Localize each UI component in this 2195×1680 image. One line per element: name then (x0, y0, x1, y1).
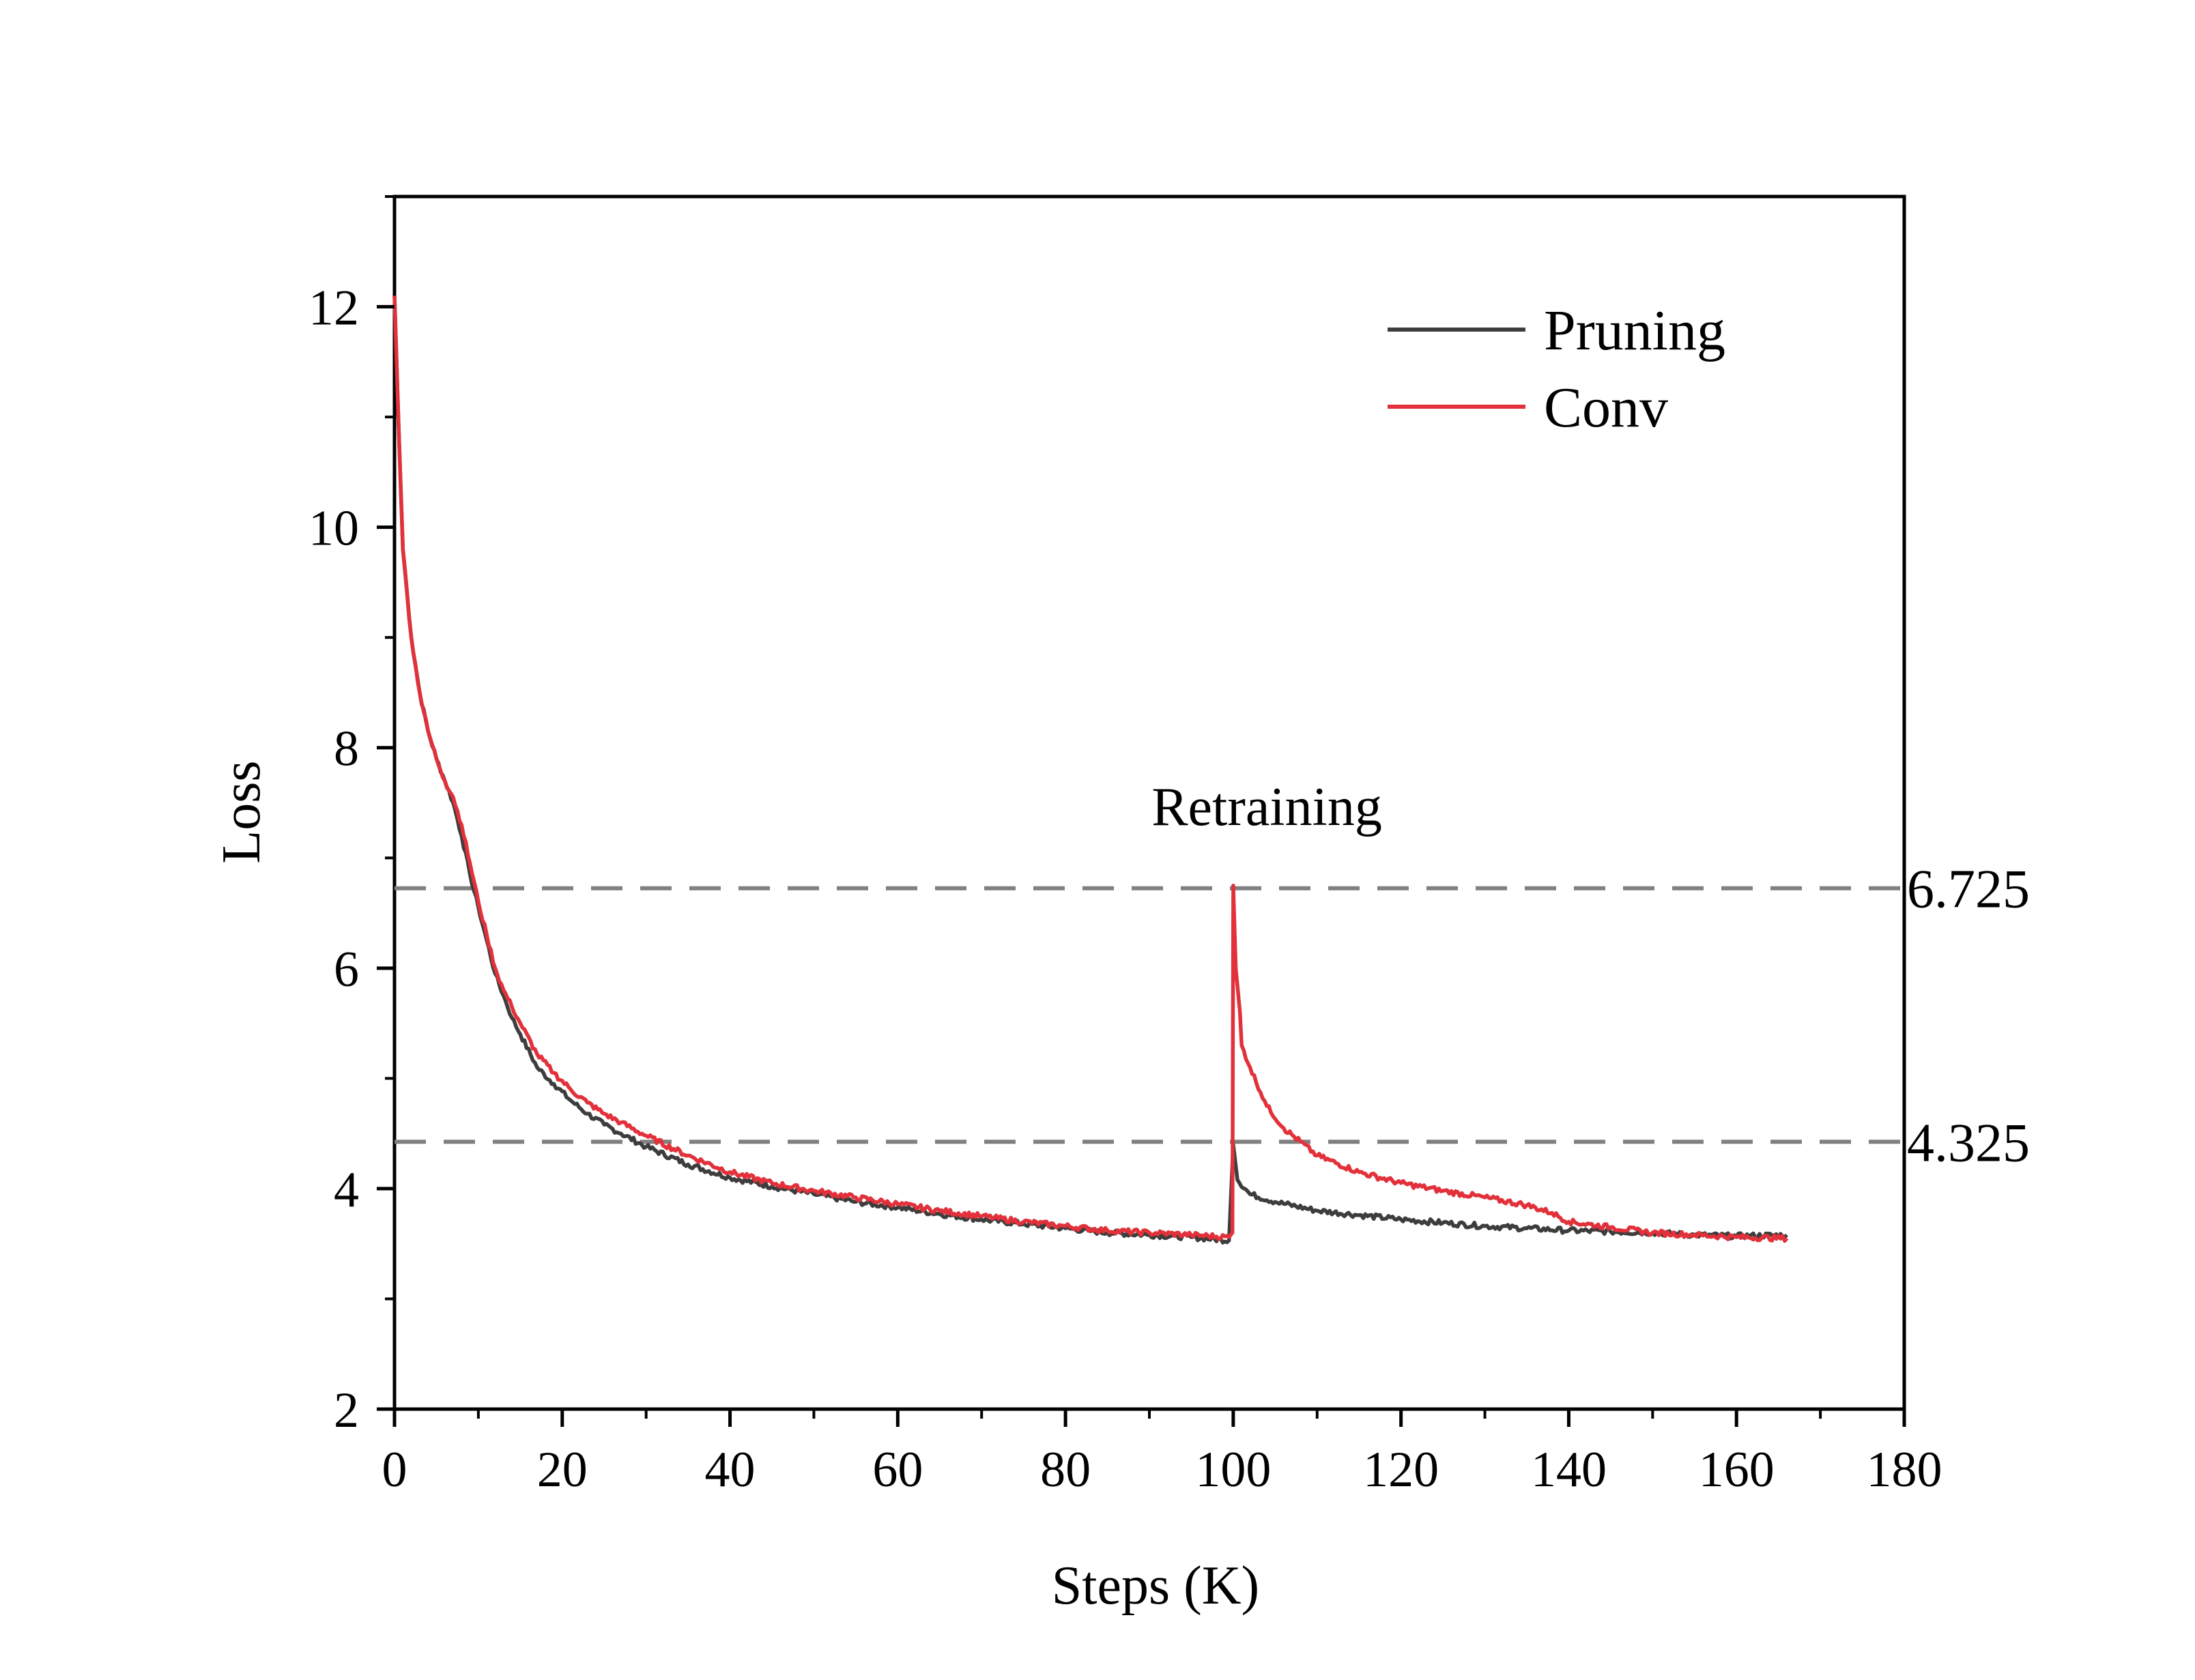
plot-frame (392, 194, 1906, 1411)
legend: Pruning Conv (1388, 299, 1725, 439)
y-tick-label-10: 10 (309, 501, 359, 557)
x-axis-title: Steps (K) (1052, 1556, 1259, 1616)
legend-label-pruning: Pruning (1544, 299, 1725, 362)
series-lines (392, 295, 1789, 1245)
x-tick-label-100: 100 (1195, 1442, 1271, 1498)
reference-line-label-0: 6.725 (1907, 860, 2030, 920)
x-tick-label-180: 180 (1867, 1442, 1942, 1498)
reference-line-label-1: 4.325 (1907, 1113, 2030, 1173)
x-tick-label-0: 0 (382, 1442, 407, 1498)
retraining-annotation: Retraining (1151, 777, 1382, 837)
x-tick-label-80: 80 (1040, 1442, 1091, 1498)
x-tick-label-40: 40 (705, 1442, 756, 1498)
y-tick-label-12: 12 (309, 280, 359, 336)
x-tick-label-140: 140 (1531, 1442, 1607, 1498)
y-tick-label-6: 6 (334, 942, 359, 998)
y-axis-title: Loss (212, 760, 272, 863)
axis-ticks: 0 20 40 60 80 100 120 140 160 180 2 4 6 8 10 12 (309, 195, 1942, 1498)
y-tick-label-2: 2 (334, 1382, 359, 1438)
y-tick-label-4: 4 (334, 1162, 359, 1218)
legend-label-conv: Conv (1544, 376, 1668, 439)
x-tick-label-120: 120 (1363, 1442, 1439, 1498)
x-tick-label-60: 60 (872, 1442, 923, 1498)
y-tick-label-8: 8 (334, 721, 359, 777)
x-tick-label-20: 20 (537, 1442, 588, 1498)
x-tick-label-160: 160 (1699, 1442, 1775, 1498)
reference-lines: 6.725 4.325 (394, 860, 2030, 1173)
plot-border (392, 194, 1906, 1411)
series-line-conv (392, 295, 1789, 1243)
